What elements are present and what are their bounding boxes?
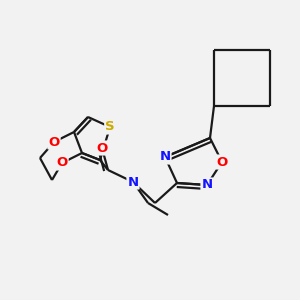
Text: S: S <box>105 121 115 134</box>
Text: N: N <box>201 178 213 191</box>
Text: O: O <box>216 155 228 169</box>
Text: O: O <box>56 157 68 169</box>
Text: N: N <box>159 151 171 164</box>
Text: O: O <box>48 136 60 148</box>
Text: N: N <box>128 176 139 188</box>
Text: O: O <box>96 142 108 154</box>
